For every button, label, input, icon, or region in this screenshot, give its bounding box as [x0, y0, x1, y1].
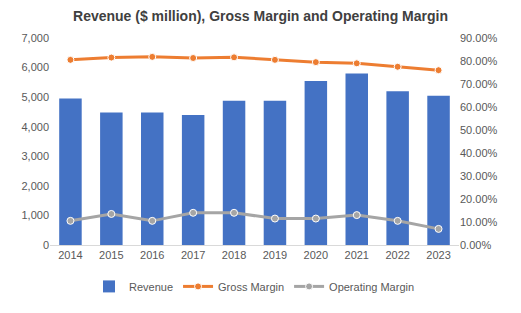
svg-text:2017: 2017	[181, 249, 205, 261]
svg-text:4,000: 4,000	[21, 121, 49, 133]
svg-text:2021: 2021	[345, 249, 369, 261]
svg-text:40.00%: 40.00%	[460, 147, 498, 159]
svg-text:2016: 2016	[140, 249, 164, 261]
svg-text:6,000: 6,000	[21, 61, 49, 73]
svg-text:0: 0	[43, 239, 49, 251]
svg-text:2023: 2023	[426, 249, 450, 261]
svg-text:2014: 2014	[58, 249, 82, 261]
svg-text:60.00%: 60.00%	[460, 101, 498, 113]
svg-text:20.00%: 20.00%	[460, 193, 498, 205]
svg-text:5,000: 5,000	[21, 91, 49, 103]
svg-text:7,000: 7,000	[21, 32, 49, 44]
svg-text:Revenue: Revenue	[129, 281, 173, 293]
svg-text:Operating Margin: Operating Margin	[329, 281, 414, 293]
svg-text:2,000: 2,000	[21, 180, 49, 192]
svg-text:Gross Margin: Gross Margin	[218, 281, 284, 293]
svg-text:70.00%: 70.00%	[460, 78, 498, 90]
svg-text:90.00%: 90.00%	[460, 32, 498, 44]
svg-text:80.00%: 80.00%	[460, 55, 498, 67]
svg-text:2015: 2015	[99, 249, 123, 261]
svg-text:10.00%: 10.00%	[460, 216, 498, 228]
svg-text:2020: 2020	[304, 249, 328, 261]
svg-text:2019: 2019	[263, 249, 287, 261]
svg-text:1,000: 1,000	[21, 209, 49, 221]
svg-text:30.00%: 30.00%	[460, 170, 498, 182]
svg-text:3,000: 3,000	[21, 150, 49, 162]
svg-text:2022: 2022	[385, 249, 409, 261]
svg-text:50.00%: 50.00%	[460, 124, 498, 136]
svg-text:Revenue ($ million), Gross Mar: Revenue ($ million), Gross Margin and Op…	[73, 8, 448, 24]
svg-text:0.00%: 0.00%	[460, 239, 491, 251]
svg-text:2018: 2018	[222, 249, 246, 261]
